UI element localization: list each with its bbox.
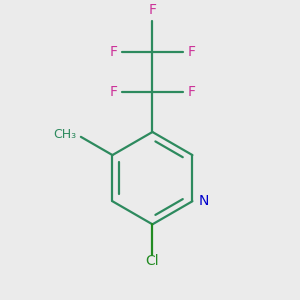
- Text: F: F: [188, 85, 196, 99]
- Text: F: F: [109, 85, 117, 99]
- Text: F: F: [109, 45, 117, 59]
- Text: Cl: Cl: [146, 254, 159, 268]
- Text: F: F: [188, 45, 196, 59]
- Text: N: N: [199, 194, 209, 208]
- Text: CH₃: CH₃: [53, 128, 76, 141]
- Text: F: F: [148, 3, 156, 16]
